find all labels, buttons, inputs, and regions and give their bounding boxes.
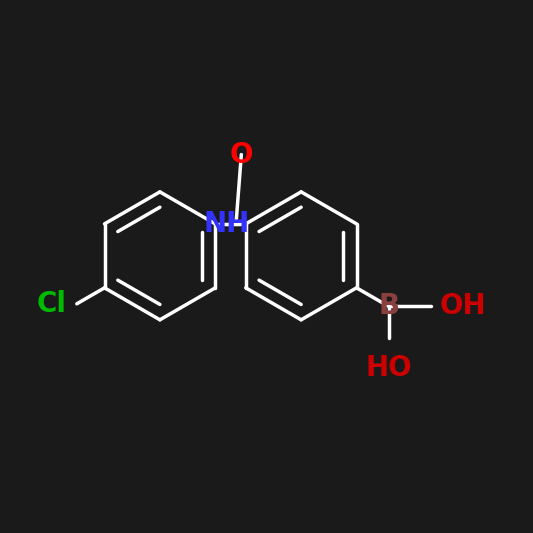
Text: HO: HO: [366, 354, 412, 383]
Text: Cl: Cl: [36, 290, 66, 318]
Text: OH: OH: [440, 293, 486, 320]
Text: B: B: [378, 293, 399, 320]
Text: NH: NH: [204, 210, 250, 238]
Text: O: O: [230, 141, 253, 168]
